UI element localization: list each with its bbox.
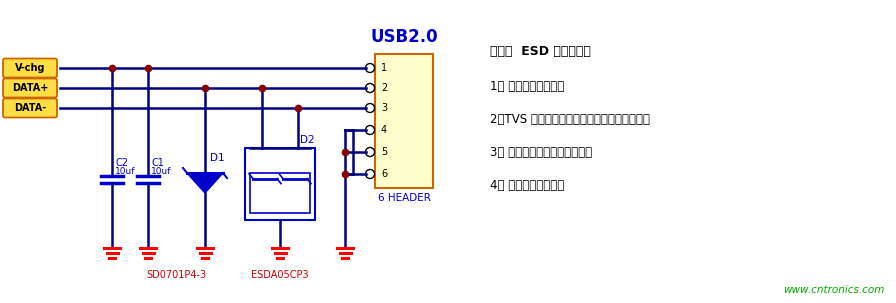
Polygon shape: [187, 173, 223, 193]
Bar: [250, 173, 310, 213]
Text: D2: D2: [300, 135, 315, 145]
Text: 1、 选择合适的封装；: 1、 选择合适的封装；: [490, 80, 564, 93]
Text: ESDA05CP3: ESDA05CP3: [251, 270, 309, 280]
Text: 4: 4: [381, 125, 387, 135]
Bar: [245, 148, 315, 220]
Polygon shape: [283, 178, 307, 197]
Text: 6: 6: [381, 169, 387, 179]
Text: 2: 2: [381, 83, 387, 93]
FancyBboxPatch shape: [3, 98, 57, 118]
Text: 备注：  ESD 选型原则：: 备注： ESD 选型原则：: [490, 45, 590, 58]
Polygon shape: [253, 178, 277, 197]
Text: 3、 选择符合测试要求的功率；: 3、 选择符合测试要求的功率；: [490, 146, 592, 159]
Text: www.cntronics.com: www.cntronics.com: [784, 285, 885, 295]
Text: V-chg: V-chg: [14, 63, 46, 73]
Text: C2: C2: [115, 158, 128, 168]
Text: USB2.0: USB2.0: [370, 28, 438, 46]
Text: DATA-: DATA-: [13, 103, 46, 113]
FancyBboxPatch shape: [3, 58, 57, 78]
Text: 6 HEADER: 6 HEADER: [377, 193, 430, 203]
Bar: [375, 54, 433, 188]
Text: 10uf: 10uf: [151, 168, 171, 177]
Text: DATA+: DATA+: [12, 83, 48, 93]
Text: 4、 选择算位较小的。: 4、 选择算位较小的。: [490, 179, 564, 192]
Text: 1: 1: [381, 63, 387, 73]
Text: C1: C1: [151, 158, 164, 168]
Text: 10uf: 10uf: [115, 168, 135, 177]
Text: SD0701P4-3: SD0701P4-3: [146, 270, 207, 280]
FancyBboxPatch shape: [3, 78, 57, 98]
Text: 3: 3: [381, 103, 387, 113]
Text: 5: 5: [381, 147, 387, 157]
Text: 2、TVS 的击穿电压大于电路的最大工作电压；: 2、TVS 的击穿电压大于电路的最大工作电压；: [490, 113, 650, 126]
Text: D1: D1: [210, 153, 225, 163]
